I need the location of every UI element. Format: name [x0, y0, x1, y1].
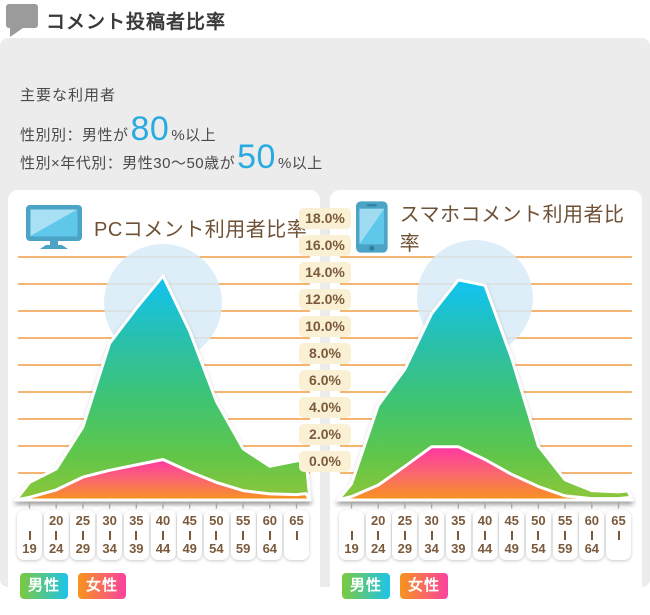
x-axis-label: 20 24 — [365, 510, 391, 560]
smartphone-chart-panel: スマホコメント利用者比率 19 20 24 25 29 30 34 35 39 40 44 45 49 5… — [330, 190, 642, 615]
pc-chart-header: PCコメント利用者比率 — [26, 200, 307, 254]
summary-line1-suffix: %以上 — [171, 127, 217, 144]
y-axis-label: 8.0% — [299, 343, 351, 364]
y-axis-label: 10.0% — [299, 316, 351, 337]
x-axis-ticks — [28, 502, 298, 509]
x-axis-label: 55 59 — [230, 510, 256, 560]
smartphone-chart-title: スマホコメント利用者比率 — [399, 204, 625, 255]
y-axis-label: 14.0% — [299, 262, 351, 283]
male-area — [336, 278, 634, 502]
x-axis-label: 40 44 — [150, 510, 176, 560]
x-axis-label: 45 49 — [177, 510, 203, 560]
pc-chart-title: PCコメント利用者比率 — [94, 218, 308, 241]
x-axis-label: 60 64 — [257, 510, 283, 560]
x-axis-label: 19 — [17, 510, 42, 560]
x-axis-label: 25 29 — [392, 510, 418, 560]
content-panel: 主要な利用者 性別別：男性が 80 %以上 性別×年代別：男性30〜50歳が 50 %以… — [0, 38, 650, 615]
y-axis-label: 2.0% — [299, 424, 351, 445]
summary-line2-suffix: %以上 — [277, 155, 323, 172]
x-axis-label: 25 29 — [70, 510, 96, 560]
x-axis-ticks — [350, 502, 620, 509]
summary-line1-value: 80 — [130, 110, 170, 148]
pc-chart-panel: PCコメント利用者比率 19 20 24 25 29 30 34 35 39 40 44 45 49 50… — [8, 190, 320, 615]
speech-bubble-icon — [6, 4, 38, 37]
x-axis-label: 30 34 — [97, 510, 123, 560]
smartphone-chart-svg — [336, 240, 634, 509]
x-axis-label: 30 34 — [419, 510, 445, 560]
x-axis-label: 50 54 — [203, 510, 229, 560]
x-axis-label: 20 24 — [43, 510, 69, 560]
x-axis-label: 65 — [284, 510, 309, 560]
summary-line1-prefix: 性別別：男性が — [20, 127, 129, 144]
y-axis-label: 0.0% — [299, 451, 351, 472]
page-header: コメント投稿者比率 — [0, 0, 650, 38]
smartphone-icon — [356, 201, 388, 253]
y-axis-label: 16.0% — [299, 235, 351, 256]
x-axis-label: 45 49 — [499, 510, 525, 560]
summary-line-age: 性別×年代別：男性30〜50歳が 50 %以上 — [20, 140, 323, 174]
page-title: コメント投稿者比率 — [46, 12, 227, 33]
y-axis-label: 6.0% — [299, 370, 351, 391]
summary-heading: 主要な利用者 — [20, 87, 117, 104]
legend-female-badge: 女性 — [400, 573, 448, 599]
legend-female-badge: 女性 — [78, 573, 126, 599]
x-axis-label: 55 59 — [552, 510, 578, 560]
x-axis-label: 19 — [339, 510, 364, 560]
x-axis-label: 40 44 — [472, 510, 498, 560]
legend-male-badge: 男性 — [20, 573, 68, 599]
y-axis-label: 18.0% — [299, 208, 351, 229]
x-axis-label: 35 39 — [445, 510, 471, 560]
summary-line-gender: 性別別：男性が 80 %以上 — [20, 112, 216, 146]
pc-chart-svg — [14, 244, 312, 509]
summary-line2-prefix: 性別×年代別：男性30〜50歳が — [20, 155, 236, 172]
summary-line2-value: 50 — [237, 138, 276, 176]
x-axis-label: 65 — [606, 510, 631, 560]
female-area — [336, 445, 634, 502]
y-axis-label: 4.0% — [299, 397, 351, 418]
y-axis-label: 12.0% — [299, 289, 351, 310]
monitor-icon — [26, 205, 82, 249]
legend-male-badge: 男性 — [342, 573, 390, 599]
x-axis-label: 60 64 — [579, 510, 605, 560]
smartphone-chart-header: スマホコメント利用者比率 — [348, 200, 642, 255]
female-area — [14, 458, 312, 502]
x-axis-label: 35 39 — [123, 510, 149, 560]
x-axis-label: 50 54 — [525, 510, 551, 560]
